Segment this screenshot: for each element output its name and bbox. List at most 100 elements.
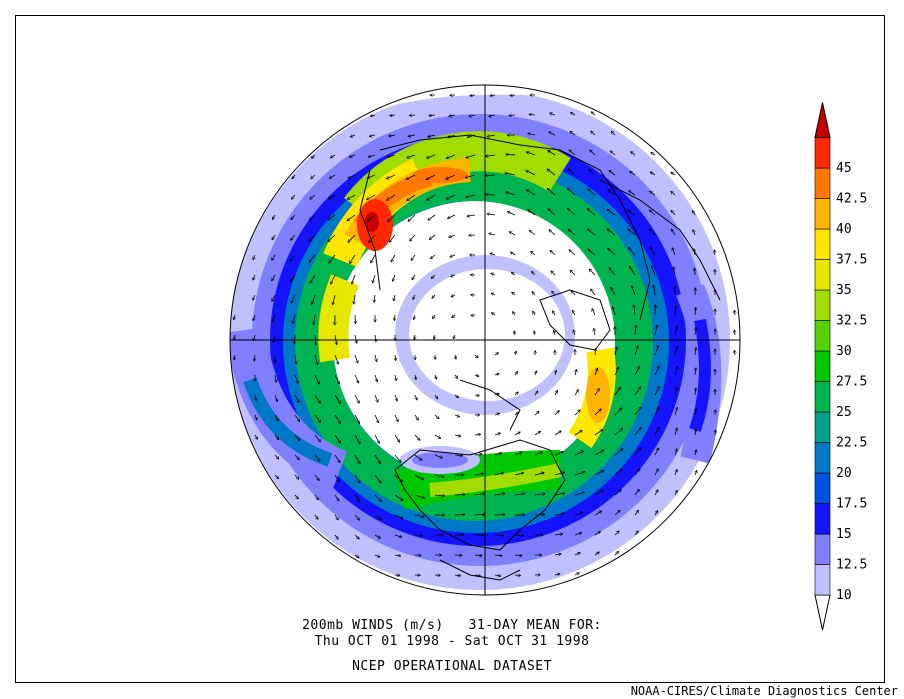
wind-vector xyxy=(434,394,438,399)
wind-vector xyxy=(334,494,339,501)
wind-vector xyxy=(374,294,375,302)
wind-vector xyxy=(450,255,456,257)
wind-vector xyxy=(234,354,235,360)
wind-vector xyxy=(369,234,376,242)
wind-vector xyxy=(474,434,481,435)
wind-vector xyxy=(589,269,596,276)
wind-vector xyxy=(429,115,436,116)
wind-vector xyxy=(594,552,599,556)
wind-vector xyxy=(675,491,677,496)
wind-vector xyxy=(334,474,339,482)
wind-vector xyxy=(594,450,604,456)
wind-vector xyxy=(555,370,556,376)
wind-vector xyxy=(695,388,696,396)
wind-vector xyxy=(428,135,436,137)
wind-vector xyxy=(294,374,298,383)
wind-vector xyxy=(594,470,604,476)
wind-vector xyxy=(446,194,456,199)
wind-vector xyxy=(528,133,536,135)
wind-vector xyxy=(695,368,696,376)
wind-vector xyxy=(393,274,396,281)
wind-vector xyxy=(574,410,580,416)
wind-vector xyxy=(428,214,436,220)
wind-vector xyxy=(328,234,336,242)
wind-vector xyxy=(454,435,461,436)
caption-dataset: NCEP OPERATIONAL DATASET xyxy=(352,659,552,674)
wind-vector xyxy=(494,353,498,355)
wind-vector xyxy=(374,394,378,402)
wind-vector xyxy=(574,553,580,556)
wind-vector xyxy=(674,449,677,456)
wind-vector xyxy=(574,330,576,336)
wind-vector xyxy=(471,315,476,316)
wind-vector xyxy=(354,514,359,520)
wind-vector xyxy=(650,247,656,256)
wind-vector xyxy=(234,334,235,340)
wind-vector xyxy=(526,171,536,176)
wind-vector xyxy=(506,154,516,155)
wind-vector xyxy=(494,575,500,576)
wind-vector xyxy=(328,214,336,220)
wind-vector xyxy=(408,214,416,221)
wind-vector xyxy=(434,454,442,458)
wind-vector xyxy=(594,532,600,536)
colorbar-label: 22.5 xyxy=(836,436,867,451)
colorbar-segment xyxy=(814,564,831,596)
wind-vector xyxy=(374,414,379,423)
wind-vector xyxy=(354,554,359,558)
wind-vector xyxy=(395,374,396,381)
wind-vector xyxy=(291,214,296,220)
wind-vector xyxy=(474,354,478,358)
wind-vector xyxy=(575,370,577,376)
wind-vector xyxy=(334,394,340,404)
wind-vector xyxy=(454,415,460,417)
wind-vector xyxy=(414,514,424,517)
wind-vector xyxy=(527,190,536,196)
wind-vector xyxy=(470,95,476,96)
wind-vector xyxy=(494,515,505,516)
wind-vector xyxy=(431,254,436,259)
wind-vector xyxy=(513,312,515,316)
credit-text: NOAA-CIRES/Climate Diagnostics Center xyxy=(630,684,898,698)
wind-vector xyxy=(388,154,396,157)
wind-vector xyxy=(594,409,601,416)
wind-vector xyxy=(334,354,338,364)
wind-vector xyxy=(534,473,544,476)
wind-vector xyxy=(494,453,502,456)
wind-vector xyxy=(594,329,595,336)
wind-vector xyxy=(294,414,300,421)
wind-vector xyxy=(387,194,396,200)
wind-vector xyxy=(292,174,296,179)
wind-vector xyxy=(592,309,596,316)
wind-vector xyxy=(634,428,641,436)
wind-vector xyxy=(354,534,359,539)
wind-vector xyxy=(534,331,535,336)
wind-vector xyxy=(272,294,276,301)
colorbar-label: 20 xyxy=(836,466,852,481)
wind-vector xyxy=(334,414,341,423)
wind-vector xyxy=(314,414,321,423)
colorbar-label: 25 xyxy=(836,405,852,420)
wind-vector xyxy=(494,555,502,556)
plot-frame xyxy=(15,15,885,683)
colorbar-segment xyxy=(814,228,831,260)
wind-vector xyxy=(527,152,536,156)
wind-vector xyxy=(413,294,415,299)
wind-vector xyxy=(451,295,456,297)
wind-vector xyxy=(514,535,524,536)
wind-vector xyxy=(568,229,576,236)
wind-vector xyxy=(312,294,316,304)
wind-vector xyxy=(494,494,505,496)
wind-vector xyxy=(514,473,524,476)
wind-vector xyxy=(591,289,596,296)
wind-vector xyxy=(491,293,496,295)
wind-vector xyxy=(291,294,296,303)
wind-vector xyxy=(374,494,381,502)
wind-vector xyxy=(512,292,516,296)
colorbar-label: 32.5 xyxy=(836,314,867,329)
wind-vector xyxy=(554,472,564,476)
colorbar-label: 12.5 xyxy=(836,558,867,573)
wind-vector xyxy=(492,313,496,315)
wind-vector xyxy=(253,274,255,280)
